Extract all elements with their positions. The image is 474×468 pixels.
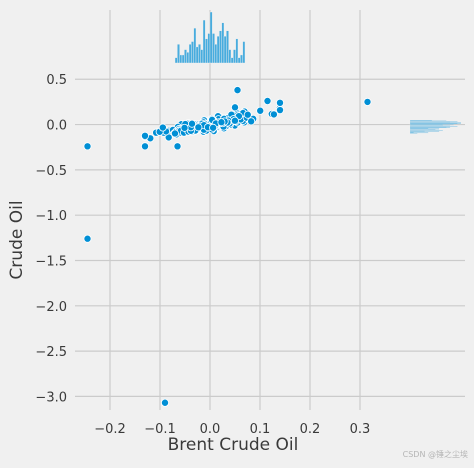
y-tick-label: −1.0 bbox=[35, 209, 67, 224]
histogram-bar-x bbox=[191, 41, 194, 64]
histogram-bar-x bbox=[212, 33, 215, 64]
x-axis-label: Brent Crude Oil bbox=[168, 435, 299, 455]
scatter-point bbox=[209, 123, 218, 132]
x-tick-label: 0.0 bbox=[200, 422, 221, 437]
histogram-bar-x bbox=[240, 54, 243, 64]
histogram-bar-x bbox=[177, 44, 180, 64]
x-tick-label: 0.2 bbox=[300, 422, 321, 437]
x-tick-label: 0.3 bbox=[350, 422, 371, 437]
histogram-bar-x bbox=[205, 38, 208, 64]
scatter-point bbox=[83, 234, 92, 243]
scatter-point bbox=[140, 131, 149, 140]
scatter-point bbox=[160, 398, 169, 407]
histogram-bar-y bbox=[409, 119, 432, 121]
scatter-point bbox=[194, 123, 203, 132]
histogram-bar-x bbox=[181, 54, 185, 64]
marginal-y-histogram bbox=[409, 119, 462, 134]
y-tick-label: −2.5 bbox=[35, 345, 67, 360]
histogram-bar-x bbox=[209, 11, 213, 64]
scatter-point bbox=[233, 86, 242, 95]
histogram-bar-x bbox=[207, 33, 211, 64]
histogram-bar-x bbox=[230, 57, 234, 64]
scatter-point bbox=[173, 142, 182, 151]
x-tick-label: −0.1 bbox=[144, 422, 176, 437]
histogram-bar-x bbox=[242, 41, 246, 64]
scatter-point bbox=[269, 110, 278, 119]
histogram-bar-x bbox=[235, 38, 239, 64]
histogram-bar-x bbox=[228, 49, 232, 64]
scatter-point bbox=[256, 106, 265, 115]
histogram-bar-x bbox=[221, 22, 225, 64]
scatter-point bbox=[180, 123, 189, 132]
grid bbox=[75, 10, 465, 410]
histogram-bar-x bbox=[198, 44, 201, 64]
y-axis-label: Crude Oil bbox=[7, 200, 27, 279]
scatter-point bbox=[170, 129, 179, 138]
histogram-bar-x bbox=[214, 44, 218, 64]
scatter-point bbox=[230, 116, 239, 125]
histogram-bar-x bbox=[195, 46, 199, 64]
histogram-bar-x bbox=[237, 57, 241, 64]
histogram-bar-y bbox=[409, 132, 429, 134]
y-tick-label: −0.5 bbox=[35, 164, 67, 179]
y-tick-label: −3.0 bbox=[35, 390, 67, 405]
scatter-point bbox=[263, 96, 272, 105]
scatter-point bbox=[158, 123, 167, 132]
scatter-point bbox=[230, 103, 239, 112]
histogram-bar-x bbox=[193, 27, 197, 64]
marginal-x-histogram bbox=[174, 11, 246, 64]
x-tick-label: 0.1 bbox=[250, 422, 271, 437]
scatter-point bbox=[363, 97, 372, 106]
y-tick-label: 0.5 bbox=[46, 73, 67, 88]
histogram-bar-x bbox=[186, 52, 190, 64]
scatter-point bbox=[275, 106, 284, 115]
scatter-point bbox=[217, 118, 226, 127]
scatter-point bbox=[140, 142, 149, 151]
histogram-bar-x bbox=[188, 44, 192, 64]
watermark: CSDN @锤之尘埃 bbox=[402, 450, 468, 459]
scatter-point bbox=[83, 142, 92, 151]
scatter-point bbox=[247, 117, 256, 126]
histogram-bar-x bbox=[223, 35, 227, 64]
histogram-bar-x bbox=[219, 30, 222, 64]
histogram-bar-x bbox=[233, 49, 236, 64]
scatter-points bbox=[83, 86, 372, 407]
y-tick-label: 0.0 bbox=[46, 119, 67, 134]
scatter-point bbox=[243, 110, 252, 119]
tick-labels: −0.2 −0.1 0.0 0.1 0.2 0.3 0.5 0.0 −0.5 −1.0 −1.5 −2… bbox=[35, 73, 370, 437]
histogram-bar-x bbox=[174, 57, 178, 64]
x-tick-label: −0.2 bbox=[94, 422, 126, 437]
histogram-bar-x bbox=[226, 30, 229, 64]
y-tick-label: −1.5 bbox=[35, 254, 67, 269]
scatter-point bbox=[188, 119, 197, 128]
scatter-point bbox=[275, 98, 284, 107]
histogram-bar-x bbox=[216, 35, 220, 64]
histogram-bar-x bbox=[184, 49, 187, 64]
histogram-bar-x bbox=[179, 54, 183, 64]
y-tick-label: −2.0 bbox=[35, 300, 67, 315]
histogram-bar-x bbox=[202, 19, 206, 64]
histogram-bar-x bbox=[200, 49, 204, 64]
